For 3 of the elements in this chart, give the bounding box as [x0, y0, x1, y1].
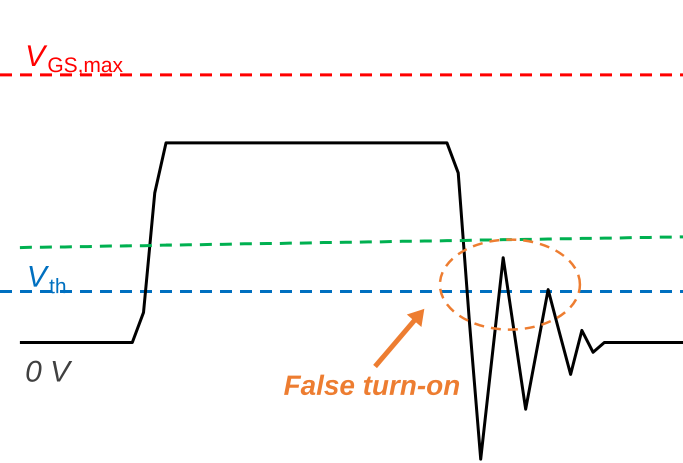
annotation: 0 V: [26, 360, 72, 382]
ref-line-label: V$_{GS,max}$: [28, 45, 123, 75]
annotation: False turn-on: [284, 374, 460, 396]
